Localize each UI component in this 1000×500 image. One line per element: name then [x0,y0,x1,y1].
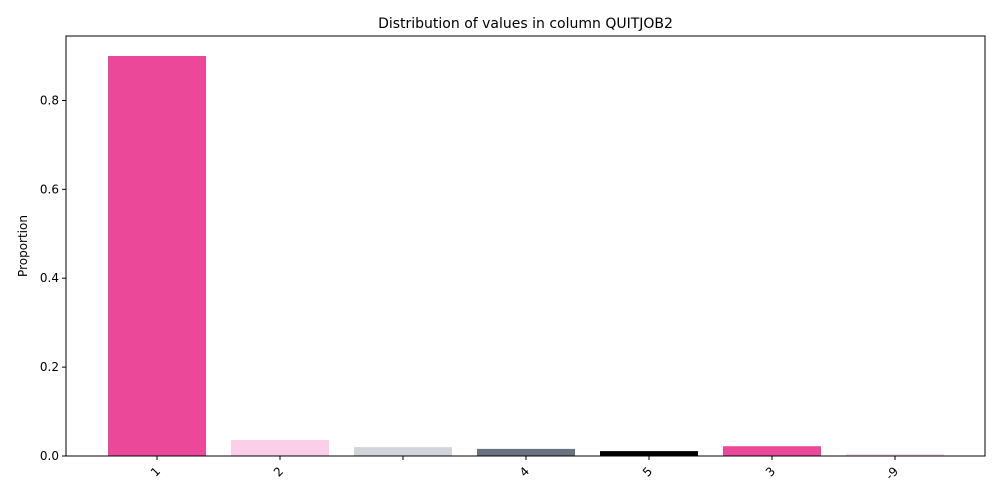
bar-4 [477,448,575,456]
y-tick-label: 0.2 [40,360,59,374]
y-tick-label: 0.4 [40,271,59,285]
x-tick-label: -9 [883,464,901,482]
chart-title: Distribution of values in column QUITJOB… [378,16,673,32]
bar-5 [600,451,698,456]
y-tick-label: 0.8 [40,93,59,107]
x-tick-label: 5 [640,464,655,479]
x-axis: 1 2 4 5 3 -9 [148,456,901,483]
plot-frame [65,35,986,457]
x-tick-label: 4 [517,464,532,479]
bar-3 [723,446,821,456]
y-axis-label: Proportion [16,215,30,277]
x-tick-label: 2 [271,464,286,479]
y-tick-label: 0.0 [40,449,59,463]
y-tick-label: 0.6 [40,182,59,196]
y-axis: 0.0 0.2 0.4 0.6 0.8 [40,93,66,463]
bars-group [108,56,944,456]
bar--9 [846,454,944,456]
x-tick-label: 3 [763,464,778,479]
bar-blank [354,447,452,456]
bar-2 [231,440,329,456]
x-tick-label: 1 [148,464,163,479]
bar-1 [108,56,206,456]
